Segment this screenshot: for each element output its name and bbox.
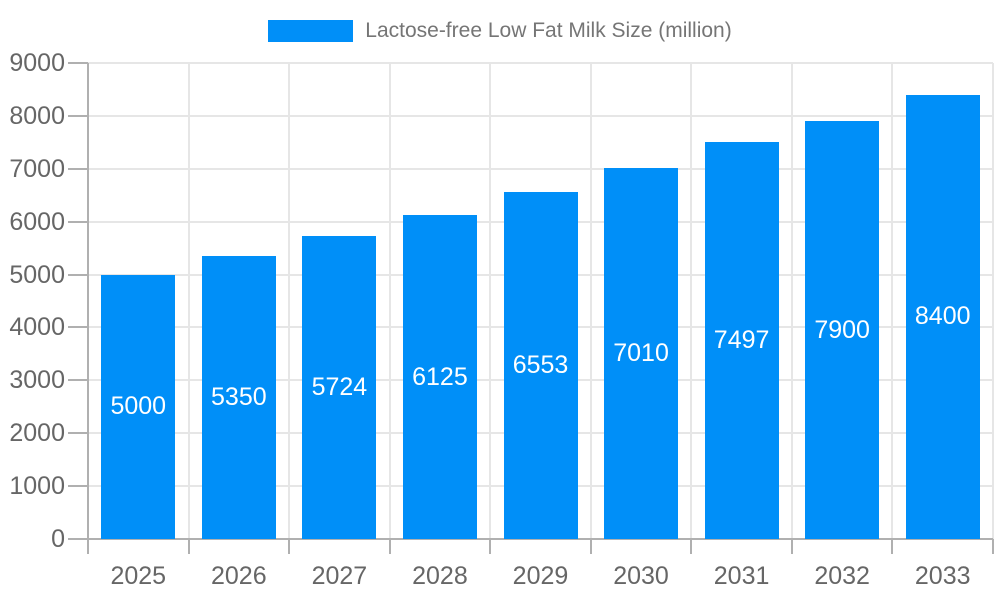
y-tick bbox=[68, 379, 88, 382]
y-gridline bbox=[88, 167, 993, 170]
x-gridline bbox=[790, 63, 793, 539]
x-tick-label: 2027 bbox=[311, 562, 368, 590]
bar-value-label: 5350 bbox=[211, 383, 267, 411]
x-tick-label: 2026 bbox=[211, 562, 267, 590]
x-gridline bbox=[690, 63, 693, 539]
x-gridline bbox=[589, 63, 592, 539]
bar-2033 bbox=[905, 94, 980, 539]
y-tick-label: 4000 bbox=[9, 313, 65, 342]
legend-swatch[interactable] bbox=[268, 20, 354, 42]
y-tick-label: 5000 bbox=[9, 260, 65, 289]
bar-2030 bbox=[604, 168, 679, 539]
y-tick bbox=[68, 167, 88, 170]
x-tick bbox=[790, 539, 793, 554]
y-tick-label: 9000 bbox=[9, 49, 65, 77]
x-tick-label: 2032 bbox=[814, 562, 870, 590]
bar-value-label: 7497 bbox=[713, 326, 770, 355]
bar-value-label: 5724 bbox=[311, 373, 368, 402]
y-tick bbox=[68, 114, 88, 117]
x-tick bbox=[489, 539, 492, 554]
bar-value-label: 6553 bbox=[512, 351, 569, 380]
x-gridline bbox=[388, 63, 391, 539]
x-tick bbox=[690, 539, 693, 554]
y-tick-label: 0 bbox=[51, 525, 65, 553]
x-axis-line bbox=[88, 538, 993, 540]
bar-value-label: 7010 bbox=[613, 339, 669, 368]
bar-value-label: 6125 bbox=[412, 362, 468, 391]
x-gridline bbox=[992, 63, 994, 539]
x-gridline bbox=[288, 63, 291, 539]
x-tick-label: 2031 bbox=[713, 562, 770, 590]
x-tick bbox=[589, 539, 592, 554]
y-tick bbox=[68, 220, 88, 223]
legend[interactable]: Lactose-free Low Fat Milk Size (million) bbox=[0, 18, 1000, 44]
bar-2027 bbox=[302, 236, 377, 539]
bar-2032 bbox=[805, 121, 880, 539]
x-tick bbox=[187, 539, 190, 554]
x-gridline bbox=[187, 63, 190, 539]
x-gridline bbox=[891, 63, 894, 539]
x-tick-label: 2025 bbox=[110, 562, 167, 590]
x-tick bbox=[992, 539, 994, 554]
y-tick bbox=[68, 62, 88, 64]
y-tick-label: 7000 bbox=[9, 154, 65, 183]
x-tick-label: 2033 bbox=[914, 562, 971, 590]
bar-2028 bbox=[402, 215, 477, 539]
y-gridline bbox=[88, 114, 993, 117]
bar-2026 bbox=[201, 256, 276, 539]
y-axis-line bbox=[87, 63, 89, 554]
bar-2029 bbox=[503, 192, 578, 539]
legend-label[interactable]: Lactose-free Low Fat Milk Size (million) bbox=[365, 19, 732, 42]
x-tick-label: 2028 bbox=[412, 562, 468, 590]
bar-2025 bbox=[101, 274, 176, 539]
y-tick-label: 1000 bbox=[9, 472, 65, 501]
bar-2031 bbox=[704, 142, 779, 539]
x-tick bbox=[891, 539, 894, 554]
bar-value-label: 8400 bbox=[914, 302, 971, 331]
y-gridline bbox=[88, 62, 993, 64]
bar-value-label: 7900 bbox=[814, 315, 870, 344]
y-tick bbox=[68, 432, 88, 435]
x-tick-label: 2029 bbox=[512, 562, 569, 590]
x-gridline bbox=[489, 63, 492, 539]
y-tick-label: 8000 bbox=[9, 101, 65, 130]
y-tick-label: 6000 bbox=[9, 207, 65, 236]
y-tick bbox=[68, 326, 88, 329]
x-tick bbox=[288, 539, 291, 554]
y-tick-label: 2000 bbox=[9, 419, 65, 448]
x-tick bbox=[388, 539, 391, 554]
y-tick-label: 3000 bbox=[9, 366, 65, 395]
y-tick bbox=[68, 485, 88, 488]
y-tick bbox=[68, 273, 88, 276]
bar-value-label: 5000 bbox=[110, 392, 167, 421]
y-tick bbox=[68, 538, 88, 540]
x-tick-label: 2030 bbox=[613, 562, 669, 590]
